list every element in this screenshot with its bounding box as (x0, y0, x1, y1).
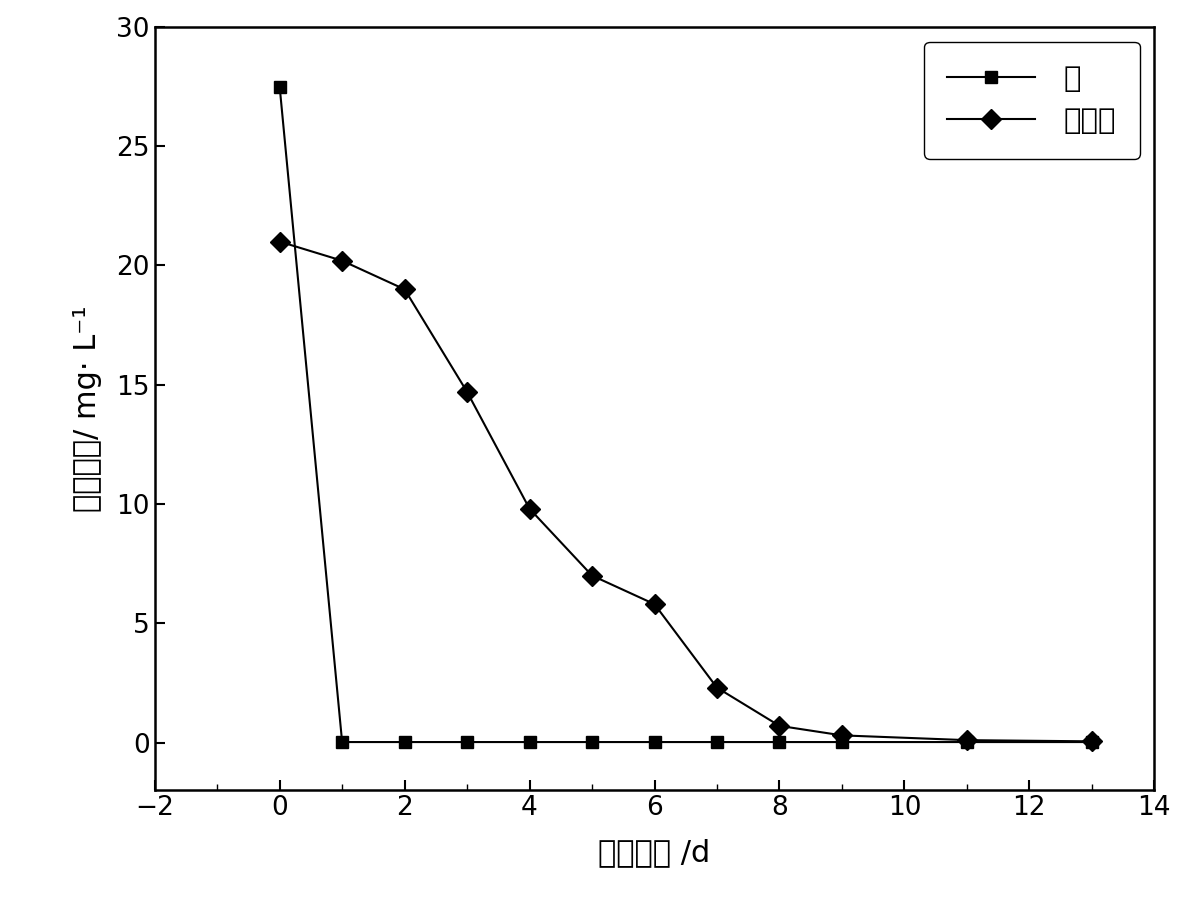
确酸盐 (959, 735, 973, 745)
确酸盐 (336, 255, 350, 266)
础 (273, 81, 287, 92)
确酸盐 (772, 720, 787, 731)
确酸盐 (273, 236, 287, 247)
础 (709, 736, 724, 747)
Y-axis label: 进水浓度/ mg· L⁻¹: 进水浓度/ mg· L⁻¹ (74, 305, 102, 512)
础 (772, 736, 787, 747)
础 (835, 736, 850, 747)
确酸盐 (709, 682, 724, 693)
础 (397, 736, 412, 747)
确酸盐 (835, 730, 850, 741)
确酸盐 (459, 386, 474, 397)
X-axis label: 反应时间 /d: 反应时间 /d (599, 838, 710, 867)
础 (959, 736, 973, 747)
Line: 础: 础 (274, 80, 1098, 748)
Line: 确酸盐: 确酸盐 (273, 234, 1098, 748)
础 (647, 736, 662, 747)
Legend: 础, 确酸盐: 础, 确酸盐 (923, 41, 1140, 159)
确酸盐 (1084, 736, 1098, 747)
确酸盐 (647, 599, 662, 610)
础 (1084, 736, 1098, 747)
础 (522, 736, 537, 747)
确酸盐 (585, 570, 599, 581)
础 (585, 736, 599, 747)
础 (336, 736, 350, 747)
确酸盐 (522, 504, 537, 515)
确酸盐 (397, 284, 412, 295)
础 (459, 736, 474, 747)
